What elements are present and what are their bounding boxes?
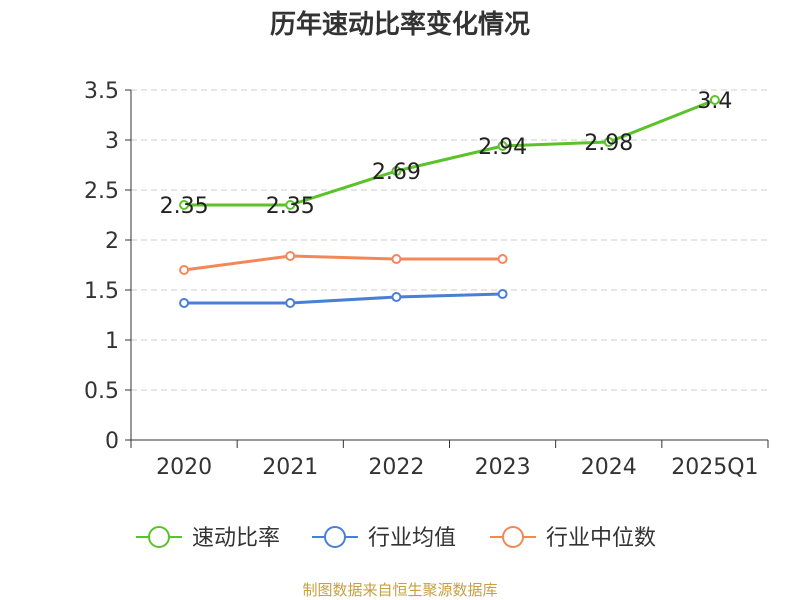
- data-point[interactable]: [285, 200, 296, 210]
- x-tick-label: 2021: [262, 455, 318, 480]
- data-point[interactable]: [709, 95, 720, 105]
- legend-label[interactable]: 行业均值: [368, 526, 456, 551]
- legend-swatch-marker: [148, 526, 170, 548]
- data-label: 2.35: [160, 194, 209, 219]
- data-point[interactable]: [497, 141, 508, 151]
- y-tick-label: 0: [105, 429, 119, 454]
- data-point[interactable]: [603, 137, 614, 147]
- data-label: 2.94: [478, 135, 527, 160]
- y-tick-label: 3.5: [84, 79, 119, 104]
- data-labels: 2.35 2.35 2.69 2.94 2.98 3.4: [160, 89, 733, 219]
- data-point[interactable]: [285, 298, 296, 308]
- axes: 0 0.5 1 1.5 2 2.5 3 3.5 2020 2021 2022 2023 2024 2025…: [84, 79, 769, 480]
- series-line: [183, 254, 503, 272]
- y-tick-label: 1.5: [84, 279, 119, 304]
- data-point[interactable]: [285, 251, 296, 261]
- legend-label[interactable]: 行业中位数: [546, 526, 656, 551]
- data-point[interactable]: [179, 265, 190, 275]
- data-point[interactable]: [391, 292, 402, 302]
- data-point[interactable]: [179, 298, 190, 308]
- data-point[interactable]: [391, 254, 402, 264]
- series-line: [184, 98, 716, 207]
- x-tick-label: 2025Q1: [671, 455, 758, 480]
- grid-lines: [131, 89, 768, 391]
- legend[interactable]: 速动比率 行业均值 行业中位数: [136, 526, 656, 551]
- x-tick-label: 2024: [581, 455, 637, 480]
- data-point[interactable]: [497, 289, 508, 299]
- data-point[interactable]: [497, 254, 508, 264]
- legend-swatch-marker: [324, 526, 346, 548]
- x-tick-label: 2020: [156, 455, 212, 480]
- data-label: 2.98: [584, 131, 633, 156]
- series-line: [184, 292, 503, 305]
- x-tick-label: 2023: [475, 455, 531, 480]
- data-label: 2.69: [372, 160, 421, 185]
- series-lines: [179, 95, 720, 308]
- chart-title: 历年速动比率变化情况: [270, 9, 530, 40]
- y-tick-label: 2: [105, 229, 119, 254]
- y-tick-label: 0.5: [84, 379, 119, 404]
- data-label: 2.35: [266, 194, 315, 219]
- data-point[interactable]: [179, 200, 190, 210]
- y-tick-label: 2.5: [84, 179, 119, 204]
- y-tick-label: 3: [105, 129, 119, 154]
- y-tick-label: 1: [105, 329, 119, 354]
- data-point[interactable]: [391, 166, 402, 176]
- x-tick-label: 2022: [368, 455, 424, 480]
- legend-label[interactable]: 速动比率: [192, 526, 280, 551]
- source-note: 制图数据来自恒生聚源数据库: [302, 581, 497, 599]
- data-label: 3.4: [697, 89, 732, 114]
- legend-swatch-marker: [502, 526, 524, 548]
